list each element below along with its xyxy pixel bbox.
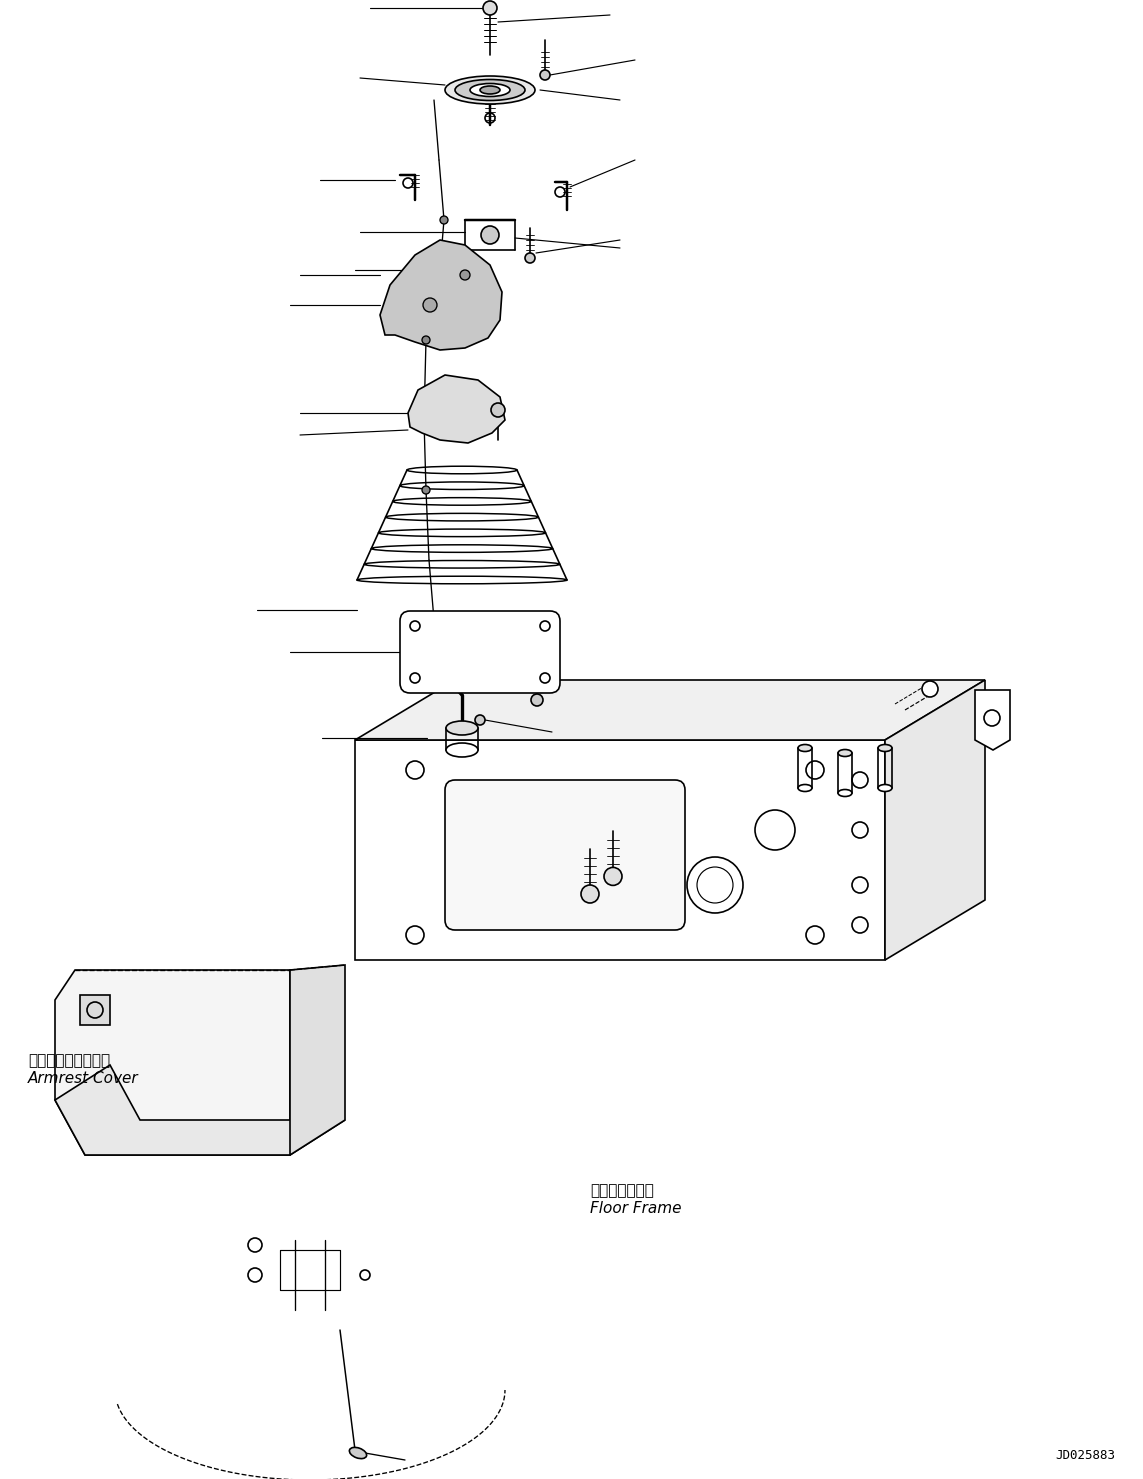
Ellipse shape: [470, 83, 510, 96]
Text: フロアフレーム: フロアフレーム: [590, 1183, 654, 1198]
Ellipse shape: [798, 744, 812, 751]
Ellipse shape: [480, 86, 499, 95]
Text: JD025883: JD025883: [1055, 1449, 1116, 1463]
Circle shape: [459, 271, 470, 280]
FancyBboxPatch shape: [445, 779, 685, 930]
Circle shape: [422, 487, 430, 494]
Text: アームレストカバー: アームレストカバー: [27, 1053, 110, 1068]
Ellipse shape: [350, 1448, 367, 1458]
Polygon shape: [975, 691, 1010, 750]
Circle shape: [525, 253, 535, 263]
Ellipse shape: [357, 577, 567, 584]
Circle shape: [491, 402, 505, 417]
Ellipse shape: [365, 561, 560, 568]
Ellipse shape: [407, 466, 517, 473]
Ellipse shape: [878, 784, 892, 791]
Ellipse shape: [385, 513, 538, 521]
Polygon shape: [408, 376, 505, 444]
Text: Armrest Cover: Armrest Cover: [27, 1071, 138, 1086]
Circle shape: [475, 714, 485, 725]
Polygon shape: [355, 680, 985, 740]
Circle shape: [581, 884, 599, 904]
Circle shape: [539, 70, 550, 80]
FancyBboxPatch shape: [400, 611, 560, 694]
Circle shape: [922, 680, 938, 697]
Circle shape: [604, 867, 622, 886]
Ellipse shape: [838, 750, 852, 756]
Bar: [80, 995, 110, 1025]
Ellipse shape: [838, 790, 852, 797]
Circle shape: [531, 694, 543, 705]
Ellipse shape: [393, 497, 531, 506]
Ellipse shape: [441, 257, 469, 272]
Ellipse shape: [455, 80, 525, 101]
Ellipse shape: [878, 744, 892, 751]
Ellipse shape: [371, 544, 553, 552]
Polygon shape: [885, 680, 985, 960]
Polygon shape: [355, 740, 885, 960]
Circle shape: [483, 1, 497, 15]
Polygon shape: [290, 964, 345, 1155]
Ellipse shape: [446, 720, 478, 735]
Ellipse shape: [445, 75, 535, 104]
Ellipse shape: [798, 784, 812, 791]
Text: Floor Frame: Floor Frame: [590, 1201, 681, 1216]
Polygon shape: [379, 240, 502, 351]
Polygon shape: [55, 970, 290, 1155]
Ellipse shape: [446, 742, 478, 757]
Circle shape: [422, 336, 430, 345]
Circle shape: [423, 297, 437, 312]
Ellipse shape: [378, 529, 545, 537]
Polygon shape: [55, 1065, 345, 1155]
Ellipse shape: [400, 482, 525, 490]
Circle shape: [481, 226, 499, 244]
Circle shape: [440, 216, 448, 223]
